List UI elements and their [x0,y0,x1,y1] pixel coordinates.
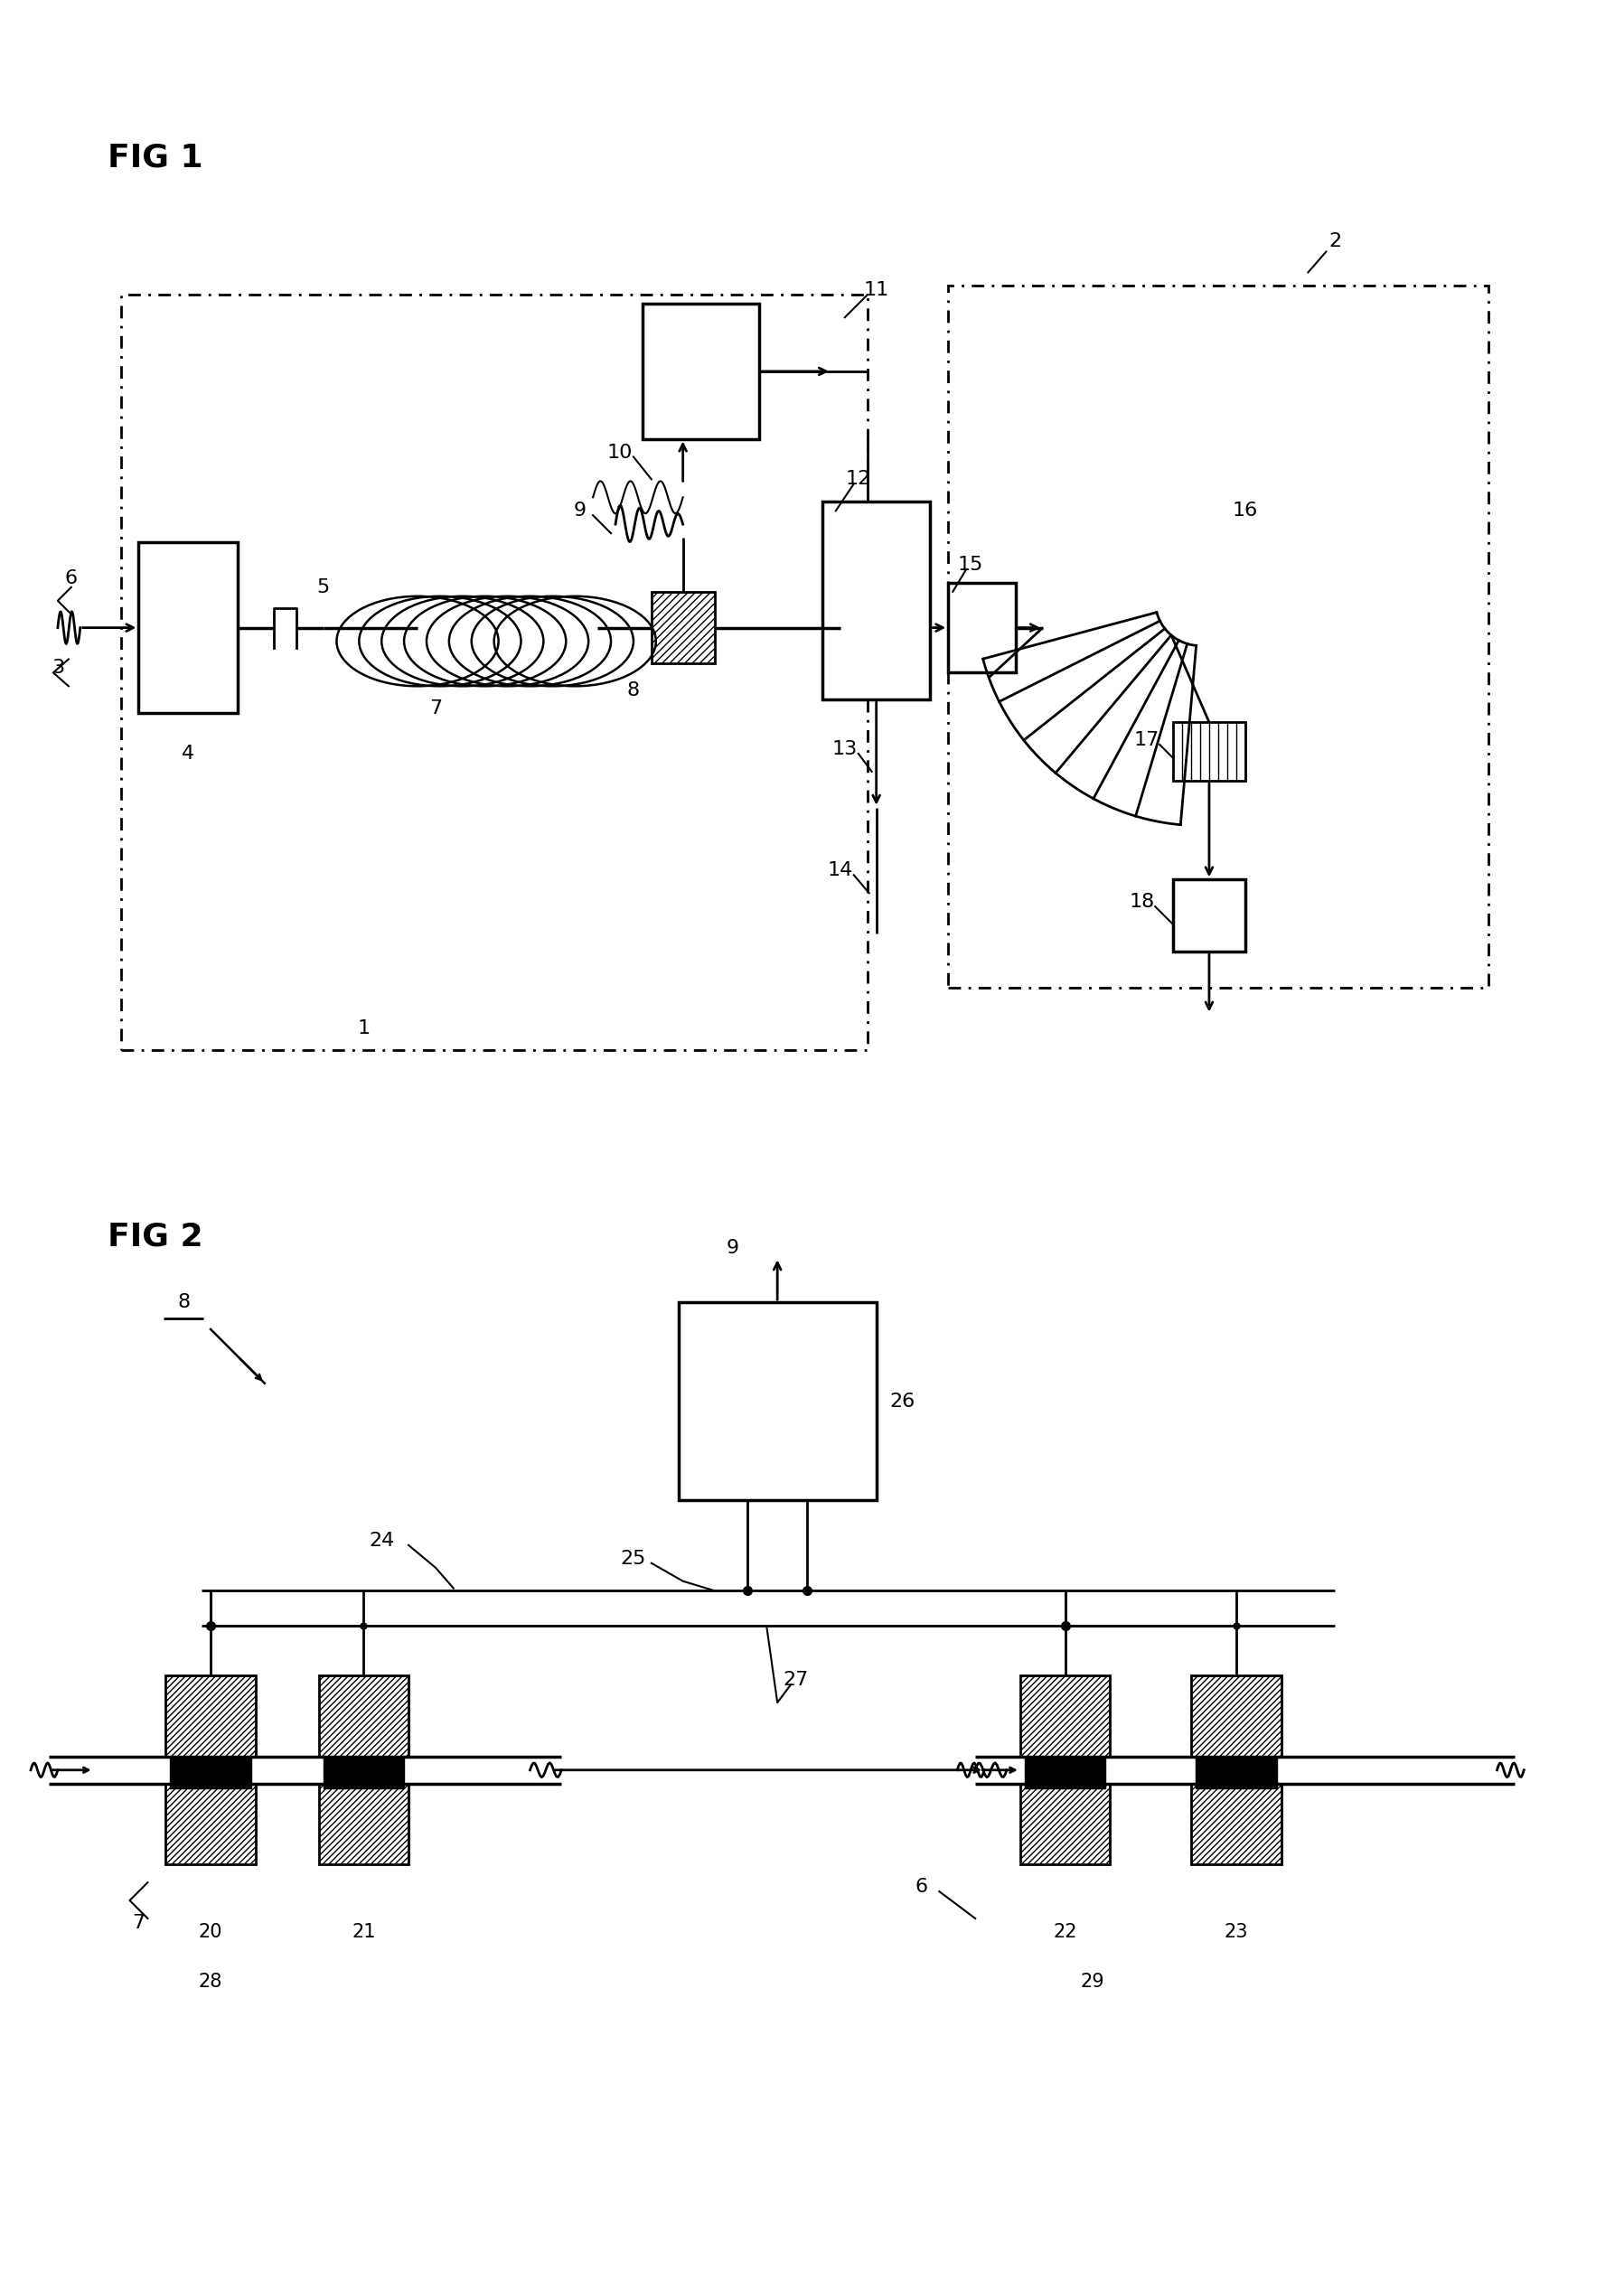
Bar [323,1757,404,1789]
Text: 4: 4 [182,745,195,763]
Text: 29: 29 [1080,1973,1104,1991]
Text: 9: 9 [573,502,586,520]
Text: 25: 25 [620,1550,646,1569]
Text: 17: 17 [1134,731,1160,749]
Bar [1190,1675,1281,1757]
Text: 15: 15 [958,556,984,574]
Text: 7: 7 [429,699,442,717]
Text: 27: 27 [783,1671,809,1689]
Text: 6: 6 [65,570,78,588]
Text: 14: 14 [828,863,853,878]
Text: 24: 24 [369,1532,395,1550]
Bar [1025,1757,1106,1789]
Text: 7: 7 [132,1914,145,1932]
Text: 9: 9 [726,1239,739,1258]
Text: 21: 21 [352,1923,375,1941]
Text: 3: 3 [52,658,63,676]
Text: 12: 12 [846,470,870,488]
Bar [822,502,931,699]
Text: 5: 5 [317,579,330,597]
Bar [166,1675,255,1757]
Text: FIG 1: FIG 1 [107,143,203,173]
Bar [1173,878,1246,951]
Bar [1190,1784,1281,1864]
Text: 6: 6 [914,1877,927,1895]
Text: 8: 8 [177,1294,190,1312]
Bar [651,592,715,663]
Text: 11: 11 [864,281,888,300]
Bar [1173,722,1246,781]
Text: 28: 28 [198,1973,222,1991]
Text: 23: 23 [1224,1923,1249,1941]
Bar [1020,1675,1111,1757]
Text: 22: 22 [1054,1923,1077,1941]
Bar [318,1675,409,1757]
Text: 8: 8 [627,681,640,699]
Bar [138,543,237,713]
Text: 26: 26 [890,1392,916,1410]
Bar [643,304,760,438]
Bar [1195,1757,1276,1789]
Text: 20: 20 [198,1923,222,1941]
Bar [171,1757,252,1789]
Bar [1020,1784,1111,1864]
Text: 16: 16 [1233,502,1259,520]
Text: 2: 2 [1328,232,1341,250]
Bar [679,1303,877,1500]
Bar [166,1784,255,1864]
Bar [948,286,1488,987]
Bar [318,1784,409,1864]
Text: 10: 10 [607,443,633,461]
Text: FIG 2: FIG 2 [107,1221,203,1253]
Bar [120,295,867,1051]
Text: 1: 1 [357,1019,370,1037]
Text: 13: 13 [831,740,857,758]
Bar [948,583,1015,672]
Text: 18: 18 [1129,892,1155,910]
